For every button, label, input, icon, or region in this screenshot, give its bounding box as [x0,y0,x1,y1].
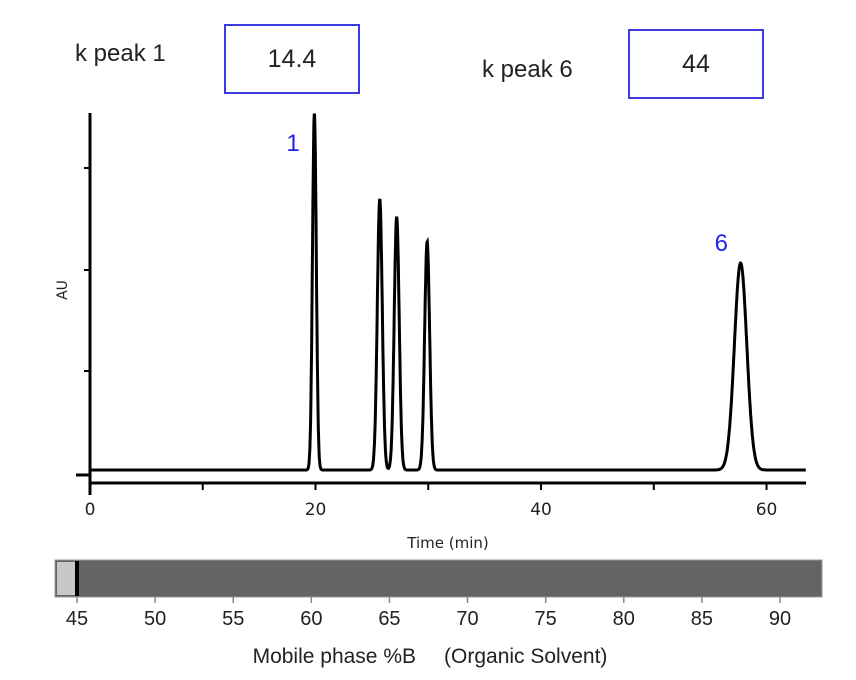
k-peak-6-input[interactable]: 44 [628,29,764,99]
peak-label-6: 6 [715,230,728,257]
gradient-tick-label: 50 [144,608,166,630]
gradient-tick-label: 55 [222,608,244,630]
x-tick-label: 0 [85,500,96,520]
k-peak-6-label: k peak 6 [482,56,573,83]
gradient-tick-label: 60 [300,608,322,630]
peak-label-1: 1 [286,130,299,157]
x-tick-label: 60 [756,500,778,520]
gradient-bar [54,559,823,598]
gradient-tick-label: 45 [66,608,88,630]
k-peak-1-input[interactable]: 14.4 [224,24,360,94]
gradient-tick-label: 70 [456,608,478,630]
gradient-tick-label: 85 [691,608,713,630]
chromatogram-trace [90,113,806,472]
gradient-tick-label: 80 [613,608,635,630]
gradient-tick-label: 65 [378,608,400,630]
x-tick-label: 20 [305,500,327,520]
gradient-start-region [57,562,75,595]
gradient-axis-label: Mobile phase %B (Organic Solvent) [253,645,608,668]
x-tick-label: 40 [530,500,552,520]
x-axis-label: Time (min) [406,534,488,552]
gradient-tick-label: 75 [535,608,557,630]
k-peak-1-label: k peak 1 [75,40,166,67]
y-axis-label: AU [55,280,71,300]
gradient-tick-label: 90 [769,608,791,630]
gradient-current-marker [75,561,79,596]
